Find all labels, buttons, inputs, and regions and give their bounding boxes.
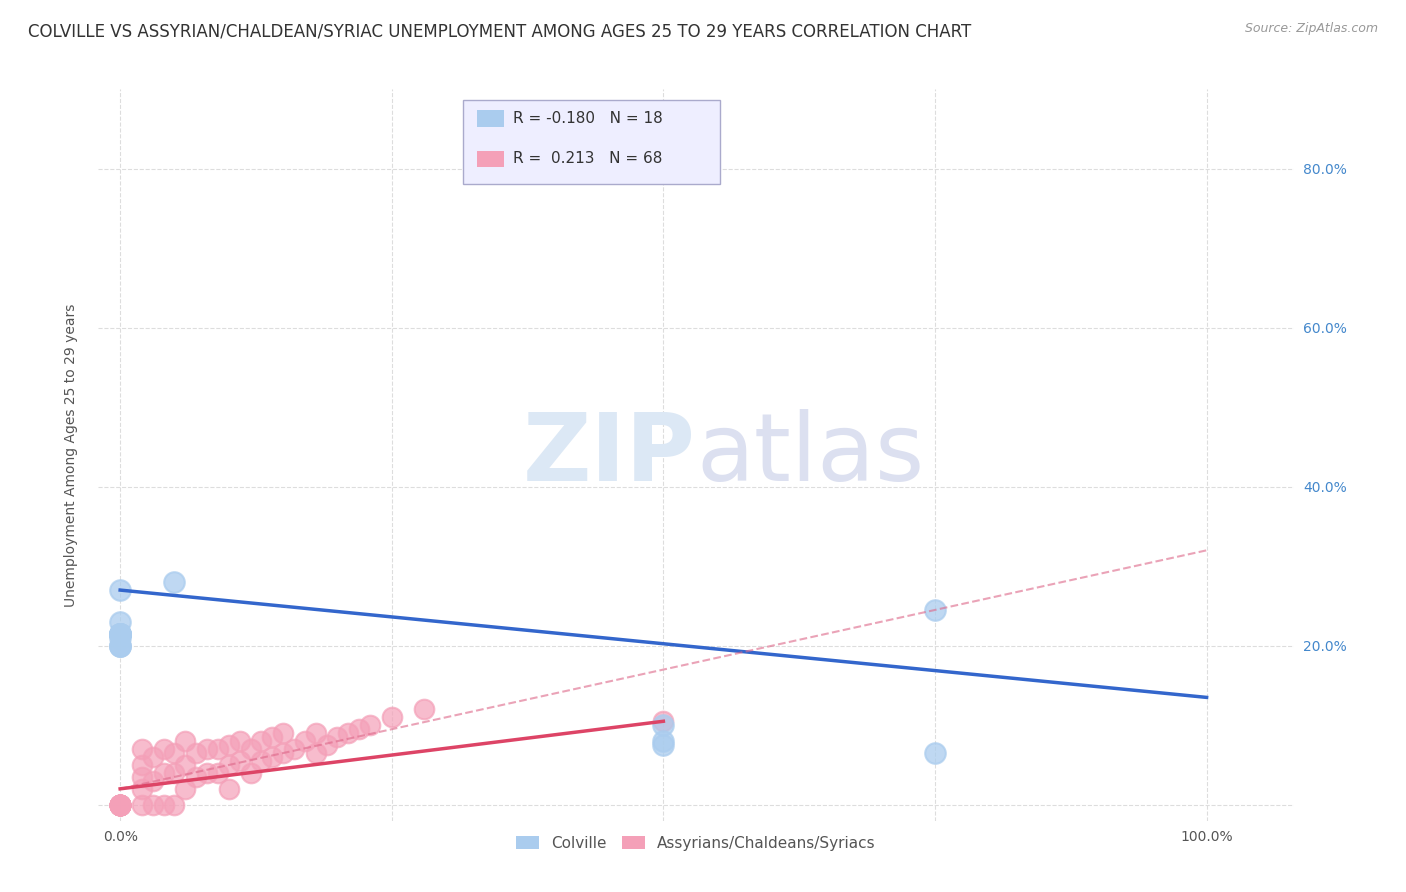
Point [207,742,229,756]
Point [294,734,316,748]
Point [108,627,131,641]
Legend: Colville, Assyrians/Chaldeans/Syriacs: Colville, Assyrians/Chaldeans/Syriacs [510,830,882,857]
Point [108,583,131,598]
Point [108,797,131,812]
Point [108,797,131,812]
Point [652,734,675,748]
Point [163,575,186,590]
Text: R =  0.213   N = 68: R = 0.213 N = 68 [513,151,662,166]
Point [262,750,284,764]
Point [152,742,174,756]
Text: Source: ZipAtlas.com: Source: ZipAtlas.com [1244,22,1378,36]
Point [228,754,250,768]
FancyBboxPatch shape [477,151,503,167]
Point [652,718,675,732]
Point [381,710,404,724]
Point [108,797,131,812]
Point [652,738,675,752]
Point [174,758,197,772]
Text: ZIP: ZIP [523,409,696,501]
Point [250,754,273,768]
Point [228,734,250,748]
Point [283,742,305,756]
Point [108,797,131,812]
Point [174,734,197,748]
Point [239,766,262,780]
Point [108,797,131,812]
Point [108,627,131,641]
Point [131,758,153,772]
Point [218,781,240,796]
Point [347,723,370,737]
Point [131,797,153,812]
Point [359,718,381,732]
Point [131,742,153,756]
Point [108,797,131,812]
Point [108,797,131,812]
Point [305,726,328,740]
Point [131,781,153,796]
Point [108,627,131,641]
Point [108,797,131,812]
Y-axis label: Unemployment Among Ages 25 to 29 years: Unemployment Among Ages 25 to 29 years [63,303,77,607]
Point [152,797,174,812]
Point [163,797,186,812]
Point [207,766,229,780]
Point [108,627,131,641]
Point [337,726,360,740]
Point [924,603,946,617]
Point [142,797,165,812]
Point [108,639,131,653]
FancyBboxPatch shape [463,100,720,185]
Point [131,770,153,784]
Point [108,797,131,812]
Point [315,738,337,752]
Point [108,627,131,641]
Point [186,770,208,784]
Point [413,702,436,716]
Point [271,746,294,760]
Point [142,750,165,764]
Point [108,797,131,812]
Point [108,615,131,629]
Point [108,797,131,812]
Point [142,773,165,788]
Point [108,797,131,812]
FancyBboxPatch shape [477,111,503,127]
Point [250,734,273,748]
Point [174,781,197,796]
Point [186,746,208,760]
Text: COLVILLE VS ASSYRIAN/CHALDEAN/SYRIAC UNEMPLOYMENT AMONG AGES 25 TO 29 YEARS CORR: COLVILLE VS ASSYRIAN/CHALDEAN/SYRIAC UNE… [28,22,972,40]
Point [305,746,328,760]
Point [195,742,218,756]
Point [326,730,349,744]
Point [108,797,131,812]
Point [108,797,131,812]
Point [108,797,131,812]
Point [108,797,131,812]
Point [218,738,240,752]
Text: R = -0.180   N = 18: R = -0.180 N = 18 [513,111,662,126]
Point [924,746,946,760]
Point [108,797,131,812]
Point [163,746,186,760]
Point [271,726,294,740]
Point [195,766,218,780]
Point [108,631,131,645]
Point [163,766,186,780]
Point [108,797,131,812]
Point [108,639,131,653]
Point [218,758,240,772]
Text: atlas: atlas [696,409,924,501]
Point [108,639,131,653]
Point [262,730,284,744]
Point [239,742,262,756]
Point [108,797,131,812]
Point [652,714,675,729]
Point [108,797,131,812]
Point [108,627,131,641]
Point [152,766,174,780]
